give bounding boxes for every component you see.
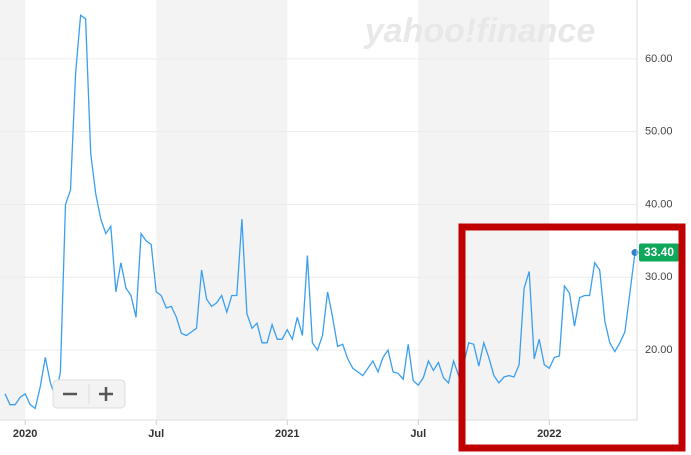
x-tick-label: 2021 (275, 428, 299, 440)
y-tick-label: 60.00 (645, 53, 673, 65)
band (0, 0, 26, 420)
x-tick-label: Jul (410, 428, 426, 440)
y-tick-label: 40.00 (645, 198, 673, 210)
y-tick-label: 50.00 (645, 126, 673, 138)
price-badge (639, 243, 679, 262)
x-tick-label: Jul (148, 428, 164, 440)
price-label: 33.40 (644, 245, 674, 259)
price-line (4, 14, 636, 410)
highlight-box (458, 223, 686, 452)
y-tick-label: 20.00 (645, 344, 673, 356)
zoom-controls (52, 379, 126, 409)
plot: 20.00 30.00 40.00 50.00 60.00 2020 Jul 2021 Jul 2… (0, 14, 679, 440)
watermark: yahoo!finance (363, 12, 595, 50)
period-bands (0, 0, 550, 420)
x-tick-label: 2020 (13, 428, 37, 440)
x-tick-label: 2022 (537, 428, 561, 440)
band (156, 0, 288, 420)
y-tick-label: 30.00 (645, 271, 673, 283)
band (418, 0, 550, 420)
